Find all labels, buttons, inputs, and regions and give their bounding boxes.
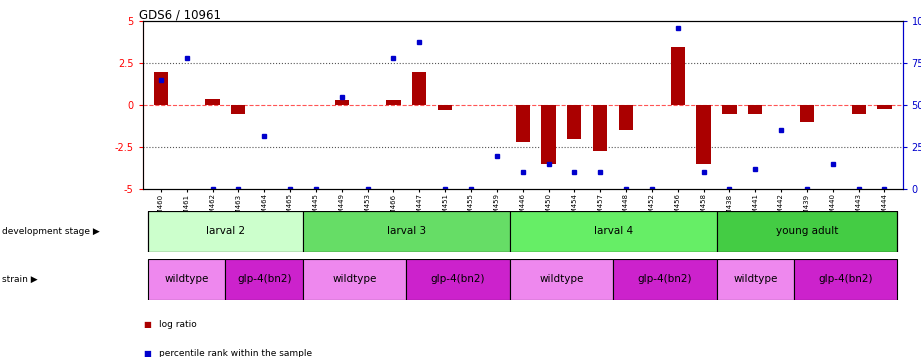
Bar [509, 211, 717, 252]
Bar [670, 47, 685, 105]
Bar [226, 259, 303, 300]
Bar [516, 105, 530, 142]
Text: ■: ■ [143, 349, 151, 357]
Bar [799, 105, 814, 122]
Bar [722, 105, 737, 114]
Bar [386, 100, 401, 105]
Text: larval 2: larval 2 [206, 226, 245, 236]
Bar [619, 105, 633, 130]
Bar [748, 105, 763, 114]
Bar [406, 259, 509, 300]
Bar [717, 259, 794, 300]
Text: glp-4(bn2): glp-4(bn2) [431, 274, 485, 285]
Text: wildtype: wildtype [165, 274, 209, 285]
Text: development stage ▶: development stage ▶ [2, 227, 99, 236]
Bar [303, 259, 406, 300]
Bar [696, 105, 711, 164]
Bar [717, 211, 897, 252]
Bar [509, 259, 613, 300]
Text: larval 4: larval 4 [593, 226, 633, 236]
Bar [542, 105, 555, 164]
Text: percentile rank within the sample: percentile rank within the sample [159, 349, 312, 357]
Bar [154, 72, 168, 105]
Text: larval 3: larval 3 [387, 226, 426, 236]
Bar [852, 105, 866, 114]
Text: glp-4(bn2): glp-4(bn2) [637, 274, 692, 285]
Bar [593, 105, 607, 151]
Text: wildtype: wildtype [332, 274, 377, 285]
Text: GDS6 / 10961: GDS6 / 10961 [139, 9, 221, 21]
Bar [231, 105, 246, 114]
Text: young adult: young adult [775, 226, 838, 236]
Bar [878, 105, 892, 109]
Text: wildtype: wildtype [540, 274, 584, 285]
Bar [148, 259, 226, 300]
Bar [413, 72, 426, 105]
Text: glp-4(bn2): glp-4(bn2) [237, 274, 291, 285]
Bar [303, 211, 509, 252]
Text: wildtype: wildtype [733, 274, 777, 285]
Bar [567, 105, 581, 139]
Text: log ratio: log ratio [159, 320, 197, 330]
Bar [438, 105, 452, 110]
Bar [613, 259, 717, 300]
Text: ■: ■ [143, 320, 151, 330]
Text: strain ▶: strain ▶ [2, 275, 38, 284]
Text: glp-4(bn2): glp-4(bn2) [819, 274, 873, 285]
Bar [334, 100, 349, 105]
Bar [205, 99, 219, 105]
Bar [794, 259, 897, 300]
Bar [148, 211, 303, 252]
